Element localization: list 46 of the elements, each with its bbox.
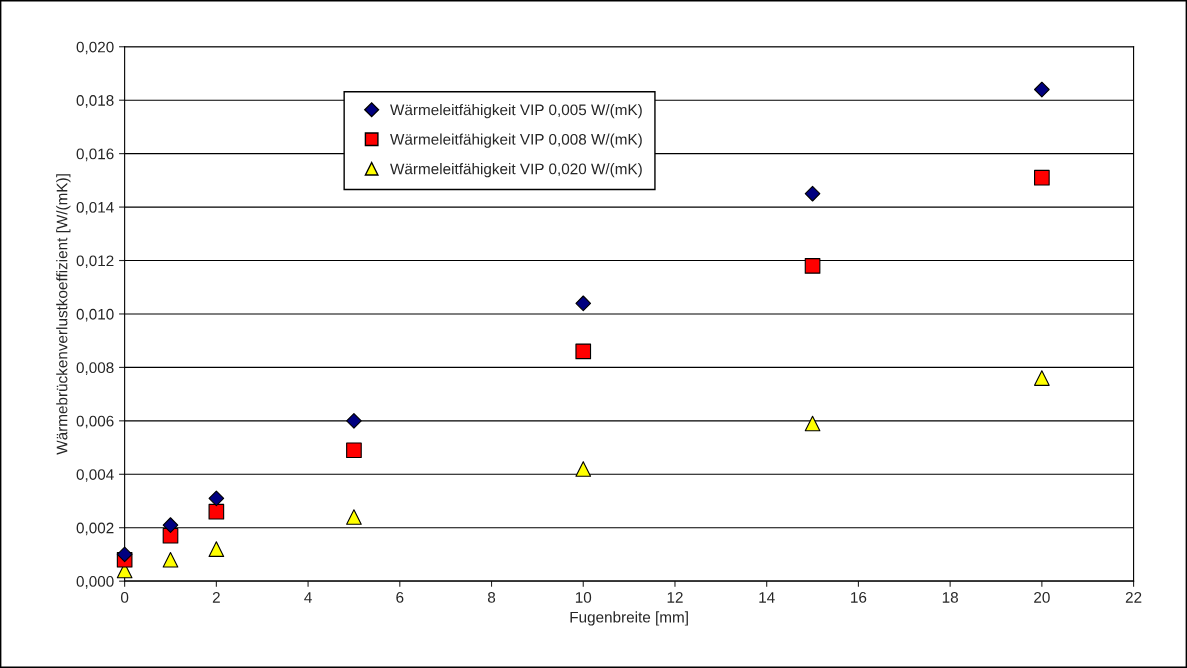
y-tick-label: 0,000: [76, 576, 114, 589]
x-tick-label: 10: [575, 591, 592, 603]
legend-label: Wärmeleitfähigkeit VIP 0,005 W/(mK): [390, 104, 642, 119]
point: [1034, 370, 1050, 386]
y-tick-label: 0,018: [76, 95, 114, 108]
point: [575, 461, 592, 477]
point: [116, 546, 133, 563]
y-tick-label: 0,014: [76, 201, 114, 215]
x-tick-label: 20: [1034, 591, 1050, 603]
x-tick-label: 12: [667, 591, 683, 603]
point: [804, 258, 821, 274]
legend-label: Wärmeleitfähigkeit VIP 0,008 W/(mK): [390, 133, 642, 148]
y-tick-label: 0,004: [76, 469, 114, 482]
point: [346, 509, 362, 525]
y-tick-label: 0,010: [76, 308, 114, 322]
point: [575, 343, 592, 360]
y-tick-label: 0,006: [76, 415, 114, 429]
point: [346, 442, 362, 459]
point: [575, 295, 592, 312]
y-tick-label: 0,008: [76, 362, 114, 375]
y-tick-label: 0,012: [76, 255, 114, 269]
point: [208, 503, 225, 520]
y-tick-label: 0,020: [76, 41, 114, 55]
x-tick-label: 4: [304, 592, 312, 603]
y-axis-title: Wärmebrückenverlustkoeffizient [W/(mK)]: [56, 174, 71, 455]
x-tick-label: 8: [487, 591, 496, 603]
x-tick-label: 2: [212, 591, 220, 603]
point: [208, 541, 225, 557]
x-axis-title: Fugenbreite [mm]: [570, 611, 688, 626]
x-tick-label: 6: [396, 591, 404, 603]
x-tick-label: 18: [942, 591, 958, 603]
x-tick-label: 16: [851, 591, 867, 603]
point: [804, 415, 821, 432]
x-tick-label: 14: [759, 592, 775, 603]
x-tick-label: 0: [120, 591, 129, 603]
point: [162, 517, 179, 533]
point: [208, 490, 225, 507]
y-tick-label: 0,002: [76, 522, 114, 536]
x-tick-label: 22: [1125, 591, 1142, 603]
legend-label: Wärmeleitfähigkeit VIP 0,020 W/(mK): [390, 163, 642, 178]
point: [804, 185, 821, 202]
point: [162, 551, 179, 568]
point: [346, 413, 362, 429]
point: [1034, 169, 1050, 186]
point: [1034, 81, 1050, 98]
y-tick-label: 0,016: [76, 148, 114, 162]
